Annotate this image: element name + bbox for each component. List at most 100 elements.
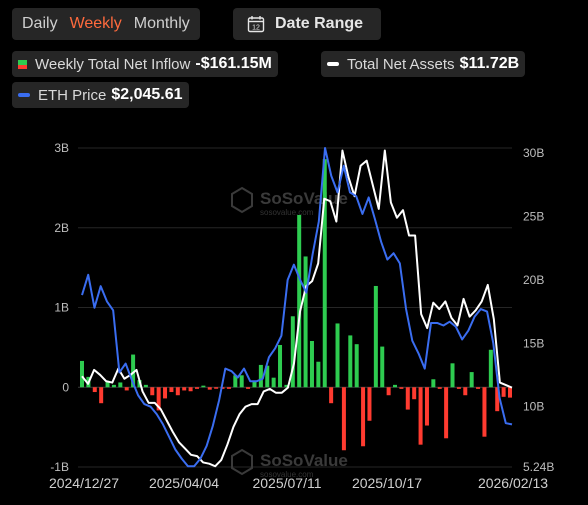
inflow-bar[interactable] (405, 387, 410, 410)
inflow-bar[interactable] (124, 387, 129, 391)
inflow-bar[interactable] (399, 387, 404, 389)
inflow-bar[interactable] (143, 384, 148, 388)
inflow-bar[interactable] (431, 379, 436, 388)
legend-inflow-name: Weekly Total Net Inflow (35, 55, 191, 73)
inflow-bar[interactable] (361, 387, 366, 447)
inflow-bar[interactable] (214, 387, 219, 389)
x-tick-label: 2026/02/13 (478, 475, 548, 491)
inflow-bar[interactable] (111, 384, 116, 388)
inflow-bar[interactable] (380, 346, 385, 388)
inflow-bar[interactable] (309, 341, 314, 388)
legend-assets[interactable]: Total Net Assets $11.72B (321, 51, 526, 77)
inflow-bar[interactable] (156, 387, 161, 411)
watermark-name: SoSoValue (260, 451, 348, 470)
inflow-bar[interactable] (354, 344, 359, 388)
period-monthly-button[interactable]: Monthly (133, 15, 190, 32)
inflow-bar[interactable] (92, 387, 97, 393)
inflow-bar[interactable] (463, 387, 468, 396)
right-tick-label: 15B (523, 336, 544, 350)
inflow-bar[interactable] (456, 387, 461, 389)
inflow-bar[interactable] (239, 375, 244, 388)
inflow-bar[interactable] (80, 360, 84, 388)
inflow-bar[interactable] (105, 380, 110, 388)
inflow-bar[interactable] (424, 387, 429, 426)
inflow-bar[interactable] (348, 335, 353, 388)
period-weekly-button[interactable]: Weekly (69, 15, 122, 32)
legend-assets-name: Total Net Assets (347, 55, 455, 73)
inflow-bar[interactable] (246, 387, 251, 389)
inflow-bar[interactable] (175, 387, 180, 396)
legend-assets-value: $11.72B (459, 55, 520, 72)
inflow-bar[interactable] (131, 354, 136, 388)
inflow-bar[interactable] (233, 375, 238, 388)
inflow-bar[interactable] (252, 380, 257, 388)
inflow-bar[interactable] (188, 387, 193, 392)
period-toggle: Daily Weekly Monthly (12, 8, 200, 40)
inflow-bar[interactable] (150, 387, 155, 396)
inflow-bar[interactable] (495, 387, 500, 412)
legend-price[interactable]: ETH Price $2,045.61 (12, 82, 189, 108)
inflow-bar[interactable] (201, 385, 206, 388)
watermark-sub: sosovalue.com (260, 208, 314, 217)
inflow-bar[interactable] (207, 387, 212, 390)
period-daily-button[interactable]: Daily (22, 15, 58, 32)
date-range-button[interactable]: 12 Date Range (233, 8, 381, 40)
inflow-bar[interactable] (488, 349, 493, 388)
inflow-bar[interactable] (450, 363, 455, 388)
legend-inflow-value: -$161.15M (195, 55, 272, 72)
inflow-bar[interactable] (341, 387, 346, 451)
inflow-bar[interactable] (469, 372, 474, 388)
inflow-bar[interactable] (335, 323, 340, 388)
inflow-bar[interactable] (393, 384, 398, 388)
inflow-bar[interactable] (482, 387, 487, 437)
x-tick-label: 2025/10/17 (352, 475, 422, 491)
inflow-bar[interactable] (278, 344, 283, 388)
inflow-bar[interactable] (297, 214, 302, 388)
eth-price-line (81, 147, 513, 468)
inflow-bar[interactable] (444, 387, 449, 439)
inflow-bar[interactable] (194, 387, 199, 389)
inflow-bar[interactable] (182, 387, 187, 391)
watermark: SoSoValuesosovalue.comSoSoValuesosovalue… (231, 186, 348, 479)
inflow-bar[interactable] (412, 387, 417, 400)
inflow-bar[interactable] (258, 364, 263, 388)
inflow-bar[interactable] (303, 256, 308, 388)
inflow-bar[interactable] (99, 387, 104, 404)
inflow-bar[interactable] (265, 365, 270, 388)
x-axis: 2024/12/27 2025/04/04 2025/07/11 2025/10/17… (49, 475, 548, 491)
left-tick-label: 1B (54, 301, 69, 315)
inflow-bar[interactable] (418, 387, 423, 445)
inflow-bar[interactable] (329, 387, 334, 404)
total-net-assets-line (81, 149, 513, 468)
inflow-bar[interactable] (373, 285, 378, 388)
inflow-bar[interactable] (386, 387, 391, 396)
date-range-label: Date Range (275, 15, 364, 32)
inflow-bar[interactable] (226, 387, 231, 389)
right-tick-label: 20B (523, 273, 544, 287)
assets-swatch-icon (327, 62, 339, 66)
inflow-bar[interactable] (367, 387, 372, 421)
inflow-bar[interactable] (476, 387, 481, 389)
inflow-bar[interactable] (290, 316, 295, 388)
inflow-bar[interactable] (169, 387, 174, 393)
watermark-logo-icon (231, 186, 253, 214)
inflow-bar[interactable] (163, 387, 168, 399)
inflow-bar[interactable] (118, 382, 123, 388)
inflow-bar[interactable] (316, 361, 321, 388)
inflow-bar[interactable] (271, 377, 276, 388)
right-tick-label: 5.24B (523, 460, 554, 474)
legend-inflow[interactable]: Weekly Total Net Inflow -$161.15M (12, 51, 278, 77)
inflow-bar[interactable] (437, 387, 442, 389)
right-tick-label: 10B (523, 400, 544, 414)
calendar-icon: 12 (247, 16, 265, 33)
inflow-bar[interactable] (220, 387, 225, 389)
inflow-bar[interactable] (508, 387, 512, 398)
right-tick-label: 25B (523, 209, 544, 223)
inflow-bar[interactable] (284, 384, 289, 388)
inflow-bar[interactable] (501, 387, 506, 397)
inflow-bar[interactable] (322, 159, 327, 388)
legend-price-value: $2,045.61 (111, 86, 183, 103)
watermark-sub: sosovalue.com (260, 470, 314, 479)
left-tick-label: -1B (50, 460, 69, 474)
x-tick-label: 2025/07/11 (252, 475, 321, 491)
